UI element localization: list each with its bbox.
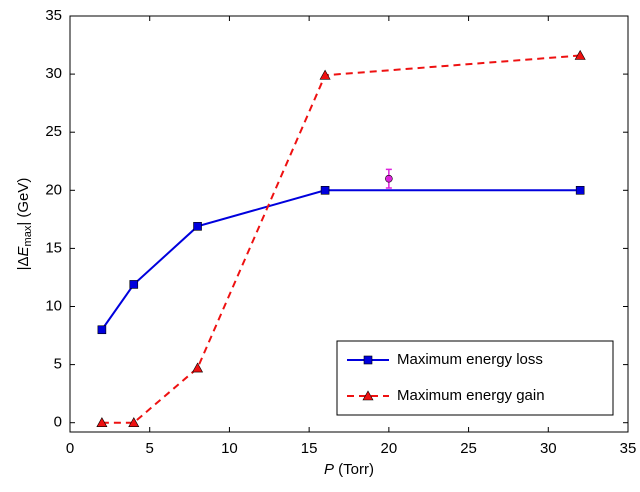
- legend-label: Maximum energy gain: [397, 387, 545, 404]
- y-tick-label: 15: [45, 239, 62, 256]
- marker: [97, 325, 107, 335]
- y-label-part: | (GeV): [15, 178, 32, 226]
- y-tick-label: 30: [45, 65, 62, 82]
- y-label-var: E: [15, 245, 32, 256]
- y-label-sub: max: [22, 225, 34, 246]
- marker: [575, 186, 585, 195]
- x-label-var: P: [324, 461, 334, 478]
- marker: [362, 390, 374, 401]
- series-line: [101, 54, 581, 424]
- marker: [574, 49, 586, 60]
- y-tick-label: 35: [45, 7, 62, 24]
- x-tick-label: 0: [66, 440, 74, 457]
- marker: [192, 362, 204, 373]
- x-tick-label: 20: [381, 440, 398, 457]
- y-tick-label: 0: [54, 414, 62, 431]
- marker: [319, 69, 331, 80]
- x-tick-label: 35: [620, 440, 637, 457]
- marker: [363, 355, 373, 365]
- point: [385, 174, 393, 183]
- marker: [129, 280, 139, 289]
- marker: [193, 222, 202, 231]
- y-label-part: |Δ: [15, 256, 32, 270]
- marker: [128, 417, 140, 428]
- y-axis-label: |ΔEmax| (GeV): [15, 178, 34, 271]
- y-tick-label: 25: [45, 123, 62, 140]
- x-axis-label: P (Torr): [324, 461, 374, 478]
- x-tick-label: 5: [146, 440, 154, 457]
- marker: [320, 186, 330, 195]
- x-tick-label: 30: [540, 440, 557, 457]
- legend-label: Maximum energy loss: [397, 351, 543, 368]
- y-tick-label: 5: [54, 356, 62, 373]
- plot-area: [69, 15, 629, 433]
- y-tick-label: 20: [45, 181, 62, 198]
- x-tick-label: 25: [460, 440, 477, 457]
- legend-box: [336, 340, 614, 416]
- y-tick-label: 10: [45, 297, 62, 314]
- x-label-unit: (Torr): [334, 461, 374, 478]
- x-tick-label: 10: [221, 440, 238, 457]
- marker: [96, 417, 108, 428]
- x-tick-label: 15: [301, 440, 318, 457]
